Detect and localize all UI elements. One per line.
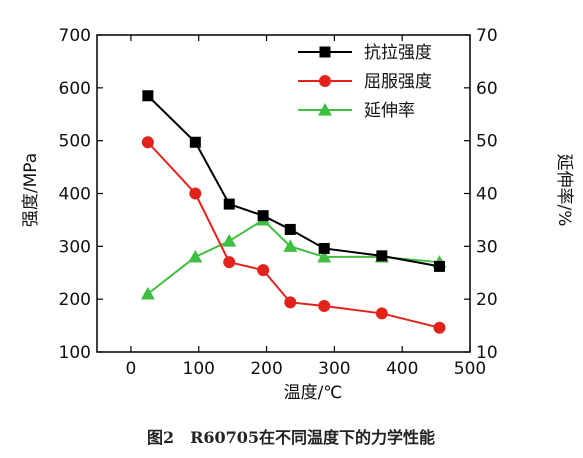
series-2-point [433, 321, 446, 334]
figure-caption: 图2 R60705在不同温度下的力学性能 [147, 428, 435, 447]
series-1 [142, 90, 445, 272]
y-right-tick-label: 40 [476, 185, 498, 205]
y-right-tick-label: 60 [476, 79, 498, 99]
x-tick-label: 0 [125, 359, 136, 379]
y-left-tick-label: 200 [59, 290, 91, 310]
series-2-point [189, 187, 202, 200]
series-2-line [147, 141, 440, 329]
x-axis-title: 温度/℃ [284, 383, 343, 403]
series-1-line [147, 95, 440, 268]
legend-label: 延伸率 [364, 101, 415, 121]
series-1-point [318, 242, 330, 254]
series-3-point [140, 286, 155, 300]
y-left-tick-label: 700 [59, 26, 91, 46]
x-tick-label: 100 [183, 359, 215, 379]
series-2-point [223, 256, 236, 269]
series-2-point [375, 307, 388, 320]
x-tick-label: 500 [454, 359, 486, 379]
legend-marker [318, 103, 332, 116]
series-2-point [257, 264, 270, 277]
y-right-tick-label: 30 [476, 237, 498, 257]
legend-marker [319, 75, 331, 87]
series-3-point [222, 234, 237, 247]
y-left-tick-label: 600 [59, 79, 91, 99]
y-left-tick-label: 500 [59, 132, 91, 152]
series-3-point [317, 249, 332, 263]
y-axis-title-right: 延伸率/% [554, 154, 574, 227]
series-1-point [433, 260, 445, 272]
series-1-point [142, 90, 154, 102]
legend-marker [319, 46, 331, 58]
legend-item: 屈服强度 [298, 72, 432, 92]
series-1-point [376, 250, 388, 262]
y-right-tick-label: 20 [476, 290, 498, 310]
y-left-tick-label: 300 [59, 237, 91, 257]
legend-label: 屈服强度 [364, 72, 432, 92]
series-1-point [284, 223, 296, 235]
x-tick-label: 400 [386, 359, 418, 379]
y-axis-title-left: 强度/MPa [21, 153, 41, 227]
series-3-line [147, 218, 440, 295]
legend-item: 延伸率 [298, 101, 415, 121]
series-3-point [188, 249, 203, 263]
series-1-point [189, 136, 201, 148]
legend-label: 抗拉强度 [364, 43, 432, 63]
y-right-tick-label: 50 [476, 132, 498, 152]
legend-item: 抗拉强度 [298, 43, 432, 63]
x-tick-label: 200 [250, 359, 282, 379]
series-2-point [318, 300, 331, 313]
series-2-point [284, 296, 297, 309]
series-2-point [141, 136, 154, 149]
series-2 [141, 136, 446, 334]
x-tick-label: 300 [318, 359, 350, 379]
y-left-tick-label: 400 [59, 185, 91, 205]
series-1-point [223, 198, 235, 210]
series-3-point [283, 239, 298, 252]
y-left-tick-label: 100 [59, 343, 91, 363]
series-1-point [257, 210, 269, 222]
y-right-tick-label: 10 [476, 343, 498, 363]
y-right-tick-label: 70 [476, 26, 498, 46]
